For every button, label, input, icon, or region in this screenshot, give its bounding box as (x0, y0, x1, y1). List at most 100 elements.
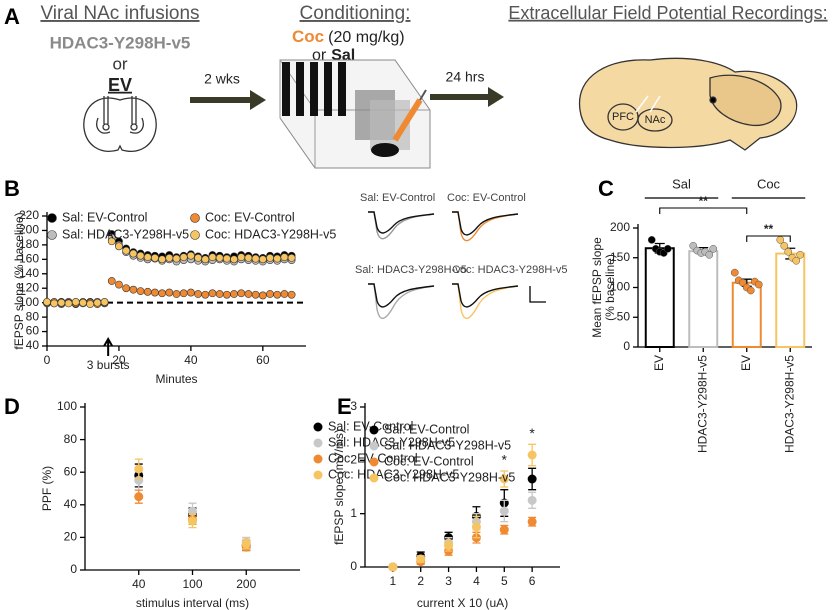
region-label: NAc (645, 114, 666, 126)
data-point (499, 506, 509, 516)
interval-label: 24 hrs (446, 69, 485, 85)
data-point (244, 253, 253, 262)
legend-marker (313, 454, 323, 464)
y-axis-label: fEPSP slope (% baseline) (12, 212, 26, 349)
trace-insets: Sal: EV-Control Coc: EV-Control Sal: HDA… (355, 192, 568, 319)
y-tick-label: 60 (64, 464, 78, 478)
significance-bracket (659, 207, 748, 214)
legend-marker (313, 422, 323, 432)
data-point (280, 253, 289, 262)
data-point (527, 495, 537, 505)
panel-label: B (4, 176, 20, 201)
y-axis-label: (% baseline) (603, 254, 617, 321)
legend-label: Sal: HDAC3-Y298H-v5 (62, 227, 189, 241)
data-point (280, 290, 289, 298)
data-point (251, 254, 260, 263)
panel-label: C (598, 176, 614, 201)
trace-label: Sal: HDAC3-Y298H-v5 (355, 264, 467, 276)
data-point (287, 290, 296, 299)
data-point (230, 255, 238, 264)
data-point (499, 525, 509, 535)
data-point (796, 250, 805, 259)
significance-label: * (529, 425, 535, 441)
data-point (143, 253, 152, 262)
x-axis-label: current X 10 (uA) (417, 596, 508, 610)
y-tick-label: 200 (19, 223, 39, 237)
legend-label: Coc: HDAC3-Y298H-v5 (205, 227, 336, 241)
data-point (244, 290, 253, 298)
data-point (188, 506, 197, 516)
y-tick-label: 1 (350, 506, 357, 520)
data-point (122, 246, 131, 255)
data-point (416, 554, 426, 564)
trace (368, 211, 435, 234)
x-tick-label: 60 (256, 353, 270, 367)
y-tick-label: 40 (26, 338, 40, 352)
significance-bracket (746, 235, 791, 242)
y-tick-label: 100 (19, 295, 39, 309)
legend-label: Sal: HDAC3-Y298H-v5 (384, 438, 511, 452)
data-point (107, 237, 116, 246)
data-point (230, 290, 238, 298)
or-label: or (112, 54, 127, 73)
data-point (215, 253, 224, 262)
step-title: Conditioning: (300, 3, 411, 24)
y-tick-label: 0 (350, 559, 357, 573)
trace (452, 283, 519, 319)
arrow-head (488, 87, 504, 107)
data-point (86, 300, 95, 309)
data-point (258, 255, 267, 264)
panel-label: E (337, 394, 352, 419)
data-point (499, 474, 509, 484)
y-tick-label: 200 (610, 220, 630, 234)
x-tick-label: 200 (236, 577, 256, 591)
y-tick-label: 0 (70, 562, 77, 576)
data-point (241, 539, 251, 549)
data-point (79, 298, 87, 307)
data-point (266, 253, 274, 262)
bar (731, 281, 762, 348)
data-point (165, 253, 174, 262)
y-tick-label: 100 (610, 280, 630, 294)
data-point (251, 290, 260, 299)
trace-label: Coc: EV-Control (447, 192, 526, 204)
x-tick-label: 3 (445, 574, 452, 588)
bar (688, 250, 719, 348)
trace-label: Coc: HDAC3-Y298H-v5 (452, 264, 568, 276)
drug-label: Coc (292, 27, 324, 46)
data-point (709, 244, 718, 253)
data-point (208, 289, 217, 298)
data-point (134, 464, 144, 474)
data-point (527, 474, 537, 484)
trace (368, 211, 435, 240)
panel-label: D (4, 394, 20, 419)
legend-marker (369, 441, 379, 451)
brain-icon (578, 57, 798, 151)
data-point (165, 288, 174, 297)
legend-marker (369, 425, 379, 435)
x-tick-label: HDAC3-Y298H-v5 (782, 355, 796, 453)
significance-label: ** (764, 222, 774, 236)
data-point (527, 517, 537, 527)
x-tick-label: 1 (390, 574, 397, 588)
data-point (388, 562, 398, 572)
x-tick-label: 5 (501, 574, 508, 588)
annotation: 3 bursts (87, 358, 130, 372)
y-tick-label: 220 (19, 208, 39, 222)
data-point (273, 254, 282, 263)
data-point (444, 541, 454, 551)
panel-a: Viral NAc infusions HDAC3-Y298H-v5 or EV… (40, 3, 828, 169)
x-tick-label: 4 (473, 574, 480, 588)
data-point (129, 285, 138, 294)
data-point (129, 249, 138, 258)
data-point (122, 284, 131, 293)
data-point (186, 288, 195, 297)
y-tick-label: 80 (26, 309, 40, 323)
arrow-head (250, 90, 266, 110)
data-point (143, 287, 152, 296)
step-title: Extracellular Field Potential Recordings… (508, 3, 827, 23)
brain-slice-icon (83, 96, 157, 152)
data-point (792, 256, 801, 265)
legend-marker (47, 213, 57, 223)
y-tick-label: 0 (623, 339, 630, 353)
